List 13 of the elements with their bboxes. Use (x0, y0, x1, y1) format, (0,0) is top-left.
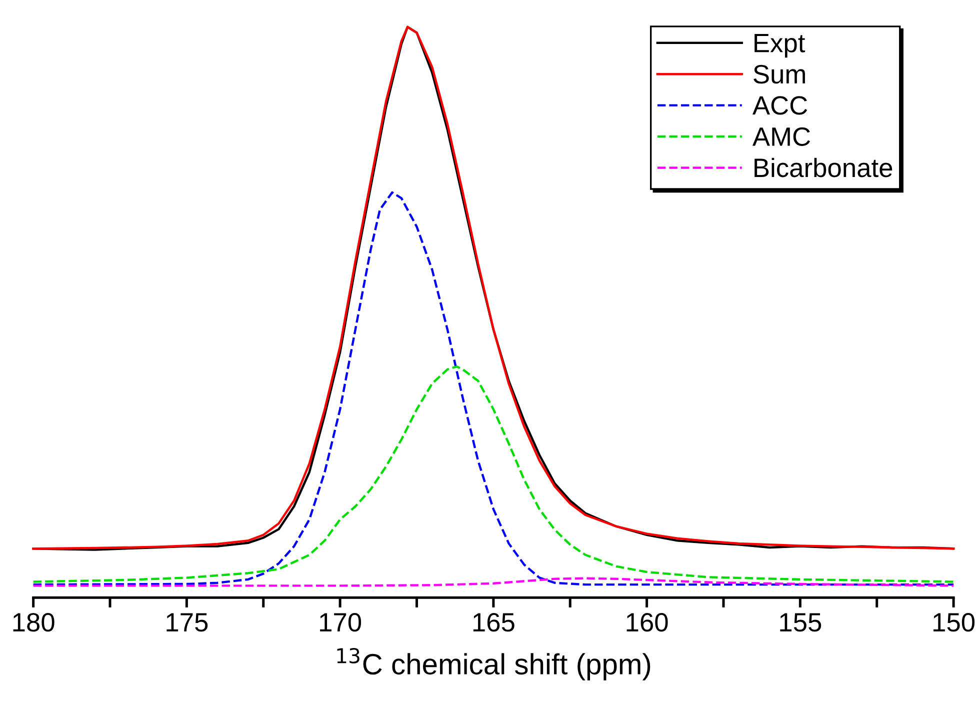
x-tick-label: 160 (626, 612, 668, 632)
legend-label: Expt (754, 34, 806, 58)
legend-label: Sum (754, 64, 805, 84)
legend-label: Bicarbonate (754, 158, 892, 178)
x-tick-label: 180 (13, 612, 54, 632)
x-tick-label: 155 (780, 613, 822, 632)
legend-label: ACC (752, 96, 808, 115)
x-tick-label: 165 (473, 612, 514, 632)
legend-label: AMC (752, 127, 810, 146)
x-tick-label: 175 (166, 613, 208, 632)
x-tick-label: 150 (934, 612, 975, 632)
x-axis-title: $^{13}$C chemical shift (ppm) (337, 648, 650, 680)
x-tick-label: 170 (320, 612, 362, 632)
